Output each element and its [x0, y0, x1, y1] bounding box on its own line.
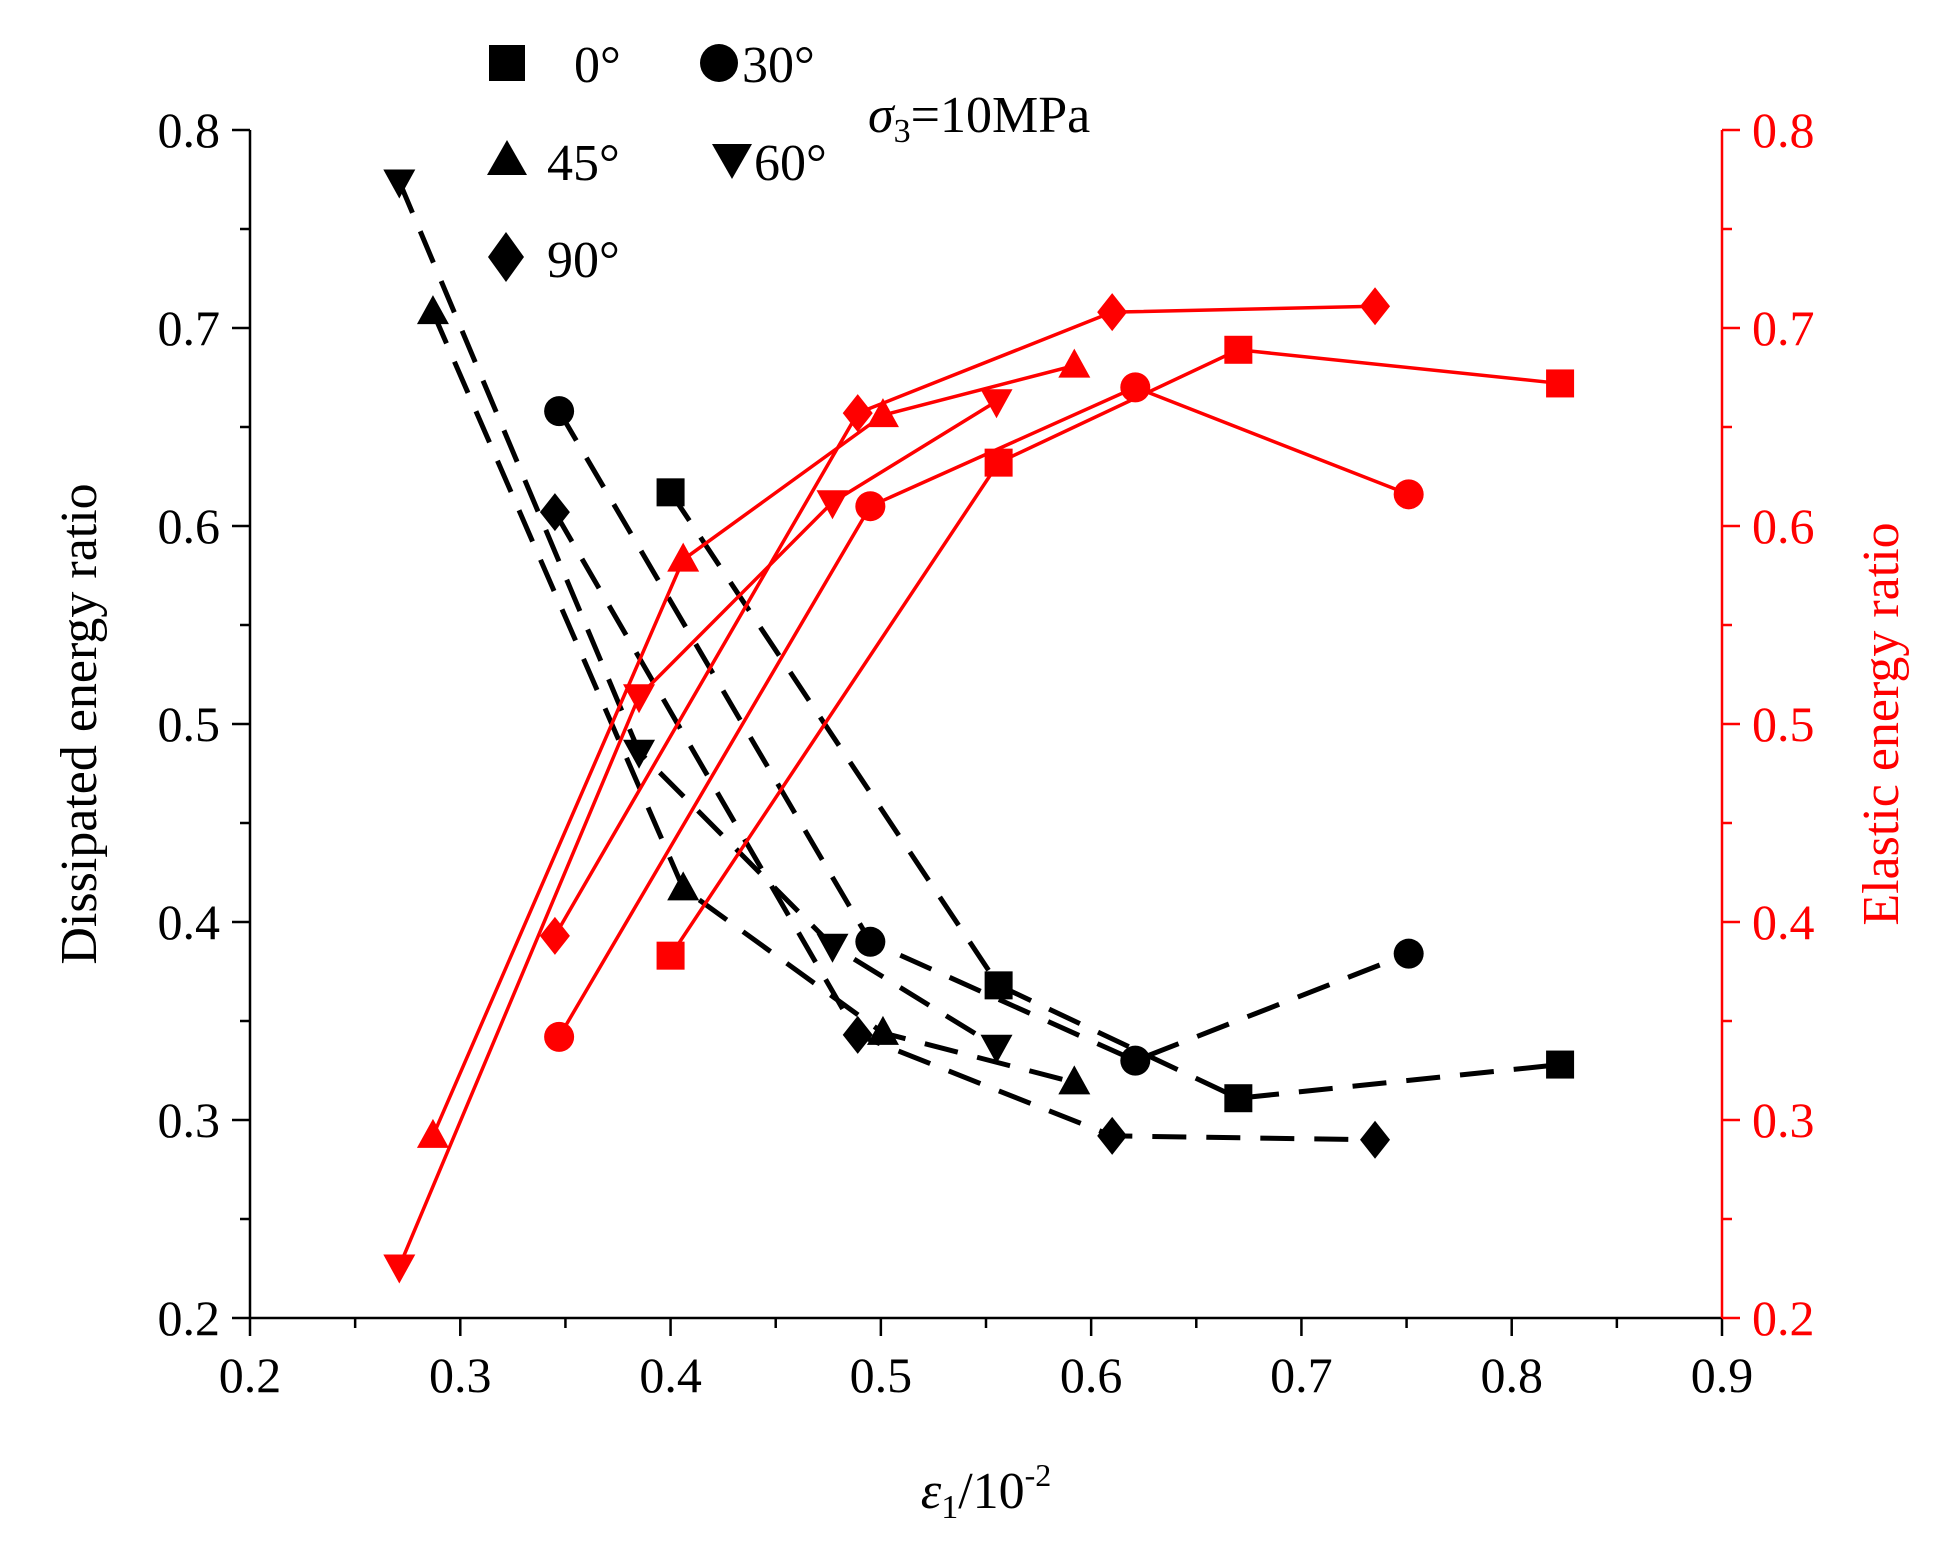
left-y-tick-label-0-3: 0.3 — [158, 1092, 221, 1148]
dissipated-point-90-3 — [1360, 1120, 1391, 1159]
x-tick-label-0-4: 0.4 — [639, 1347, 702, 1403]
dissipated-line-30 — [556, 409, 1410, 1064]
left-y-tick-label-0-2: 0.2 — [158, 1290, 221, 1346]
dissipated-point-45-1 — [667, 871, 700, 901]
elastic-line-90 — [553, 304, 1376, 937]
elastic-point-30-0 — [544, 1021, 575, 1052]
dissipated-point-45-2 — [866, 1015, 899, 1045]
x-axis-title: ε1/10-2 — [921, 1457, 1052, 1526]
dissipated-point-30-0 — [544, 396, 575, 427]
x-axis-ticks: 0.2 0.3 0.4 0.5 0.6 0.7 0.8 0.9 — [219, 1318, 1754, 1403]
right-y-axis-ticks: 0.2 0.3 0.4 0.5 0.6 0.7 0.8 — [1722, 102, 1815, 1346]
elastic-point-0-1 — [984, 448, 1013, 477]
legend-label-30: 30° — [742, 37, 815, 94]
left-y-tick-label-0-8: 0.8 — [158, 102, 221, 158]
dissipated-line-0 — [668, 490, 1561, 1101]
right-y-tick-label-0-6: 0.6 — [1752, 498, 1815, 554]
dissipated-point-0-1 — [984, 971, 1013, 1000]
elastic-point-60-1 — [623, 684, 656, 714]
dissipated-point-60-3 — [980, 1034, 1013, 1064]
series-lines — [396, 180, 1561, 1268]
dissipated-point-30-2 — [1120, 1045, 1151, 1076]
dissipated-point-45-0 — [416, 295, 449, 325]
left-y-tick-label-0-7: 0.7 — [158, 300, 221, 356]
x-tick-label-0-5: 0.5 — [850, 1347, 913, 1403]
left-y-axis-title: Dissipated energy ratio — [51, 483, 108, 964]
elastic-point-30-3 — [1393, 479, 1424, 510]
elastic-point-30-2 — [1120, 372, 1151, 403]
elastic-point-30-1 — [855, 491, 886, 522]
elastic-point-45-0 — [416, 1118, 449, 1148]
elastic-point-0-0 — [656, 941, 685, 970]
x-tick-label-0-6: 0.6 — [1060, 1347, 1123, 1403]
series-markers — [383, 169, 1575, 1284]
x-tick-label-0-3: 0.3 — [429, 1347, 492, 1403]
left-y-tick-label-0-6: 0.6 — [158, 498, 221, 554]
x-tick-label-0-9: 0.9 — [1691, 1347, 1754, 1403]
right-y-tick-label-0-5: 0.5 — [1752, 696, 1815, 752]
dissipated-point-30-3 — [1393, 938, 1424, 969]
dissipated-point-90-0 — [539, 493, 570, 532]
x-tick-label-0-7: 0.7 — [1270, 1347, 1333, 1403]
x-tick-label-0-2: 0.2 — [219, 1347, 282, 1403]
elastic-point-90-0 — [539, 916, 570, 955]
dissipated-point-0-3 — [1546, 1050, 1575, 1079]
elastic-point-60-2 — [816, 490, 849, 520]
legend: 0° 30° 45° 60° 90° — [487, 37, 827, 289]
right-y-tick-label-0-8: 0.8 — [1752, 102, 1815, 158]
elastic-line-0 — [669, 347, 1561, 957]
legend-marker-triangle-down — [712, 144, 752, 179]
right-y-axis-title: Elastic energy ratio — [1853, 522, 1910, 925]
left-y-axis-ticks: 0.2 0.3 0.4 0.5 0.6 0.7 0.8 — [158, 102, 250, 1346]
dissipated-line-45 — [430, 311, 1075, 1085]
legend-marker-circle — [700, 44, 738, 82]
legend-label-90: 90° — [547, 232, 620, 289]
legend-marker-square — [489, 45, 525, 81]
elastic-line-30 — [557, 385, 1410, 1038]
dissipated-line-90 — [552, 510, 1376, 1143]
legend-marker-triangle-up — [487, 140, 527, 175]
dissipated-point-60-0 — [383, 169, 416, 199]
dissipated-point-90-2 — [1097, 1116, 1128, 1155]
elastic-point-60-0 — [383, 1254, 416, 1284]
legend-label-0: 0° — [574, 37, 621, 94]
left-y-tick-label-0-4: 0.4 — [158, 894, 221, 950]
right-y-tick-label-0-2: 0.2 — [1752, 1290, 1815, 1346]
elastic-point-0-2 — [1224, 335, 1253, 364]
right-y-tick-label-0-7: 0.7 — [1752, 300, 1815, 356]
right-y-tick-label-0-4: 0.4 — [1752, 894, 1815, 950]
dissipated-point-45-3 — [1058, 1065, 1091, 1095]
left-y-tick-label-0-5: 0.5 — [158, 696, 221, 752]
dissipated-point-60-1 — [623, 739, 656, 769]
elastic-point-45-3 — [1058, 348, 1091, 378]
elastic-point-90-1 — [842, 394, 873, 433]
legend-marker-diamond — [488, 232, 524, 282]
dissipated-line-60 — [396, 180, 998, 1049]
elastic-line-60 — [397, 399, 998, 1268]
dissipated-point-0-2 — [1224, 1084, 1253, 1113]
dissipated-point-90-1 — [842, 1015, 873, 1054]
dissipated-point-60-2 — [816, 933, 849, 963]
confining-pressure-annotation: σ3=10MPa — [868, 87, 1090, 150]
right-y-tick-label-0-3: 0.3 — [1752, 1092, 1815, 1148]
elastic-point-0-3 — [1546, 369, 1575, 398]
elastic-point-45-1 — [667, 542, 700, 572]
elastic-point-90-2 — [1097, 293, 1128, 332]
legend-label-60: 60° — [754, 135, 827, 192]
x-tick-label-0-8: 0.8 — [1480, 1347, 1543, 1403]
legend-label-45: 45° — [547, 135, 620, 192]
dissipated-point-0-0 — [656, 478, 685, 507]
dissipated-point-30-1 — [855, 926, 886, 957]
elastic-line-45 — [431, 363, 1075, 1137]
elastic-point-90-3 — [1360, 287, 1391, 326]
elastic-point-60-3 — [980, 389, 1013, 419]
elastic-point-45-2 — [866, 398, 899, 428]
